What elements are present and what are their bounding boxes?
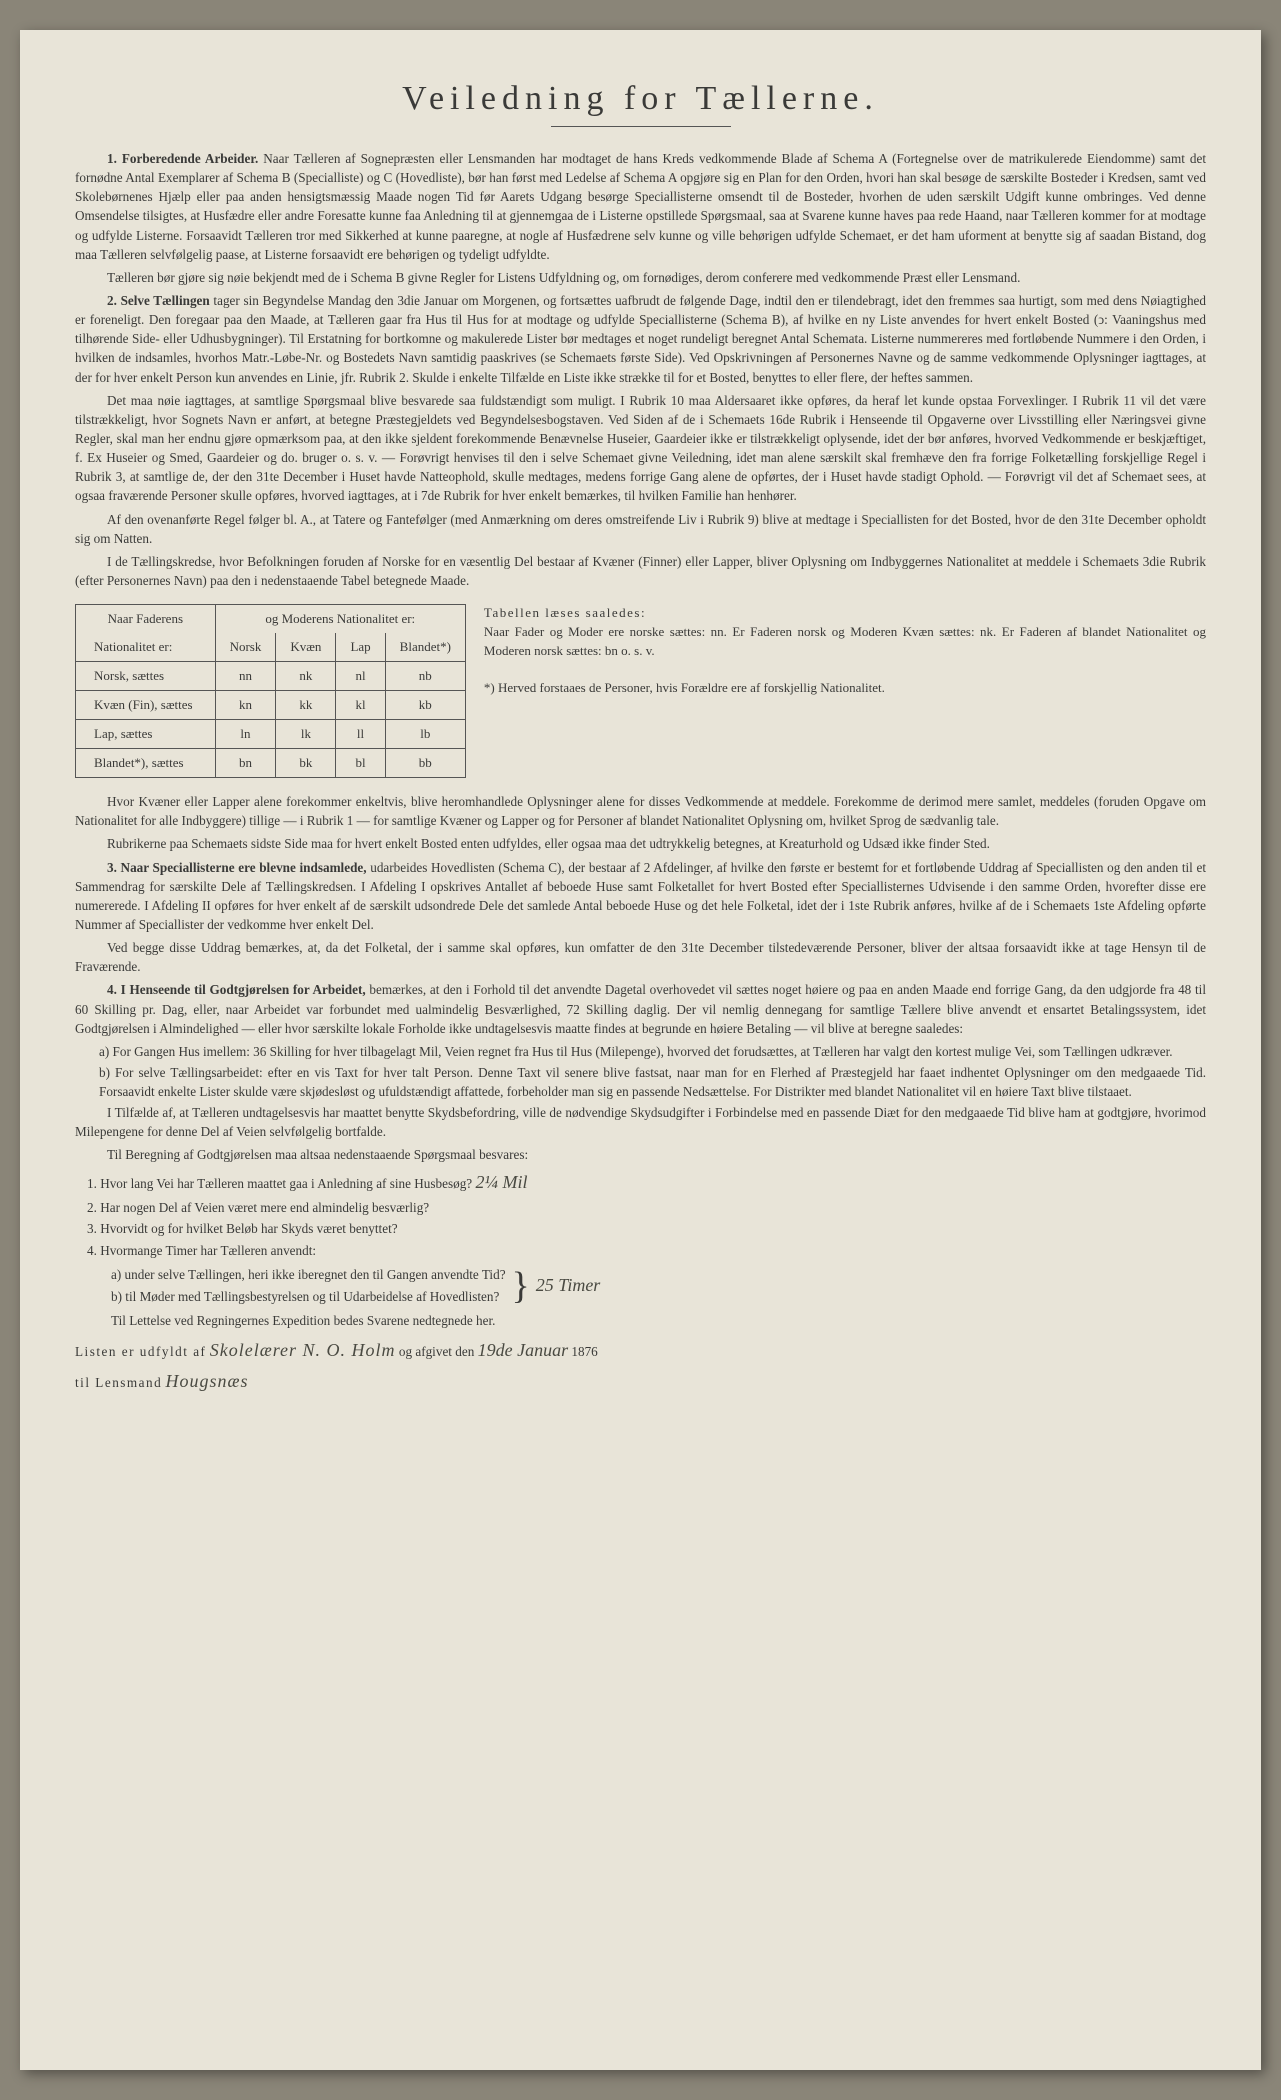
after-table-p2: Rubrikerne paa Schemaets sidste Side maa… [75, 834, 1206, 853]
footer-line-1: Listen er udfyldt af Skolelærer N. O. Ho… [75, 1340, 1206, 1361]
col-3: Blandet*) [385, 633, 465, 662]
section-4-a: a) For Gangen Hus imellem: 36 Skilling f… [99, 1042, 1206, 1061]
section-4-p2: I Tilfælde af, at Tælleren undtagelsesvi… [75, 1103, 1206, 1141]
answer-4: 25 Timer [536, 1275, 601, 1296]
document-page: Veiledning for Tællerne. 1. Forberedende… [20, 30, 1261, 2070]
section-4-p3: Til Beregning af Godtgjørelsen maa altsa… [75, 1145, 1206, 1164]
question-4-sub: a) under selve Tællingen, heri ikke iber… [75, 1263, 1206, 1309]
section-1-body: Naar Tælleren af Sognepræsten eller Lens… [75, 151, 1206, 262]
col-2: Lap [336, 633, 385, 662]
section-3-p1: 3. Naar Speciallisterne ere blevne indsa… [75, 858, 1206, 935]
footer-lensmand: Hougsnæs [166, 1371, 249, 1391]
section-3-p2: Ved begge disse Uddrag bemærkes, at, da … [75, 938, 1206, 976]
nationality-table: Naar Faderens og Moderens Nationalitet e… [75, 604, 466, 778]
section-2-p3: Af den ovenanførte Regel følger bl. A., … [75, 510, 1206, 548]
answer-1: 2¼ Mil [475, 1172, 527, 1192]
brace-icon: } [512, 1271, 530, 1301]
nationality-table-wrap: Naar Faderens og Moderens Nationalitet e… [75, 604, 1206, 778]
table-row: Lap, sættes ln lk ll lb [76, 720, 466, 749]
col-0: Norsk [215, 633, 276, 662]
row-header-label: Nationalitet er: [76, 633, 216, 662]
section-3-lead: 3. Naar Speciallisterne ere blevne indsa… [107, 860, 367, 875]
section-1-lead: 1. Forberedende Arbeider. [107, 151, 258, 166]
side-body: Naar Fader og Moder ere norske sættes: n… [484, 624, 1206, 658]
col-group-2: og Moderens Nationalitet er: [215, 605, 465, 634]
section-1-p2: Tælleren bør gjøre sig nøie bekjendt med… [75, 268, 1206, 287]
col-1: Kvæn [276, 633, 336, 662]
footer-date: 19de Januar [478, 1340, 568, 1360]
page-title: Veiledning for Tællerne. [75, 80, 1206, 118]
table-side-note: Tabellen læses saaledes: Naar Fader og M… [484, 604, 1206, 778]
section-2-p2: Det maa nøie iagttages, at samtlige Spør… [75, 391, 1206, 506]
title-rule [551, 126, 731, 127]
table-row: Norsk, sættes nn nk nl nb [76, 662, 466, 691]
side-footnote: *) Herved forstaaes de Personer, hvis Fo… [484, 680, 885, 695]
footer-name: Skolelærer N. O. Holm [210, 1340, 396, 1360]
question-4b: b) til Møder med Tællingsbestyrelsen og … [111, 1287, 506, 1307]
section-2-p1: 2. Selve Tællingen tager sin Begyndelse … [75, 291, 1206, 387]
section-2-p4: I de Tællingskredse, hvor Befolkningen f… [75, 552, 1206, 590]
section-4-p1: 4. I Henseende til Godtgjørelsen for Arb… [75, 980, 1206, 1037]
question-4a: a) under selve Tællingen, heri ikke iber… [111, 1265, 506, 1285]
section-4-b: b) For selve Tællingsarbeidet: efter en … [99, 1063, 1206, 1101]
question-2: 2. Har nogen Del af Veien været mere end… [87, 1198, 1206, 1218]
footer-line-2: til Lensmand Hougsnæs [75, 1371, 1206, 1392]
table-row: Kvæn (Fin), sættes kn kk kl kb [76, 691, 466, 720]
col-group-1: Naar Faderens [76, 605, 216, 634]
question-4: 4. Hvormange Timer har Tælleren anvendt: [87, 1241, 1206, 1261]
section-4-lead: 4. I Henseende til Godtgjørelsen for Arb… [107, 982, 366, 997]
table-row: Blandet*), sættes bn bk bl bb [76, 749, 466, 778]
question-tail: Til Lettelse ved Regningernes Expedition… [111, 1311, 1206, 1331]
side-title: Tabellen læses saaledes: [484, 605, 646, 620]
section-1-p1: 1. Forberedende Arbeider. Naar Tælleren … [75, 149, 1206, 264]
section-2-body: tager sin Begyndelse Mandag den 3die Jan… [75, 293, 1206, 385]
question-1: 1. Hvor lang Vei har Tælleren maattet ga… [87, 1169, 1206, 1196]
after-table-p1: Hvor Kvæner eller Lapper alene forekomme… [75, 792, 1206, 830]
question-3: 3. Hvorvidt og for hvilket Beløb har Sky… [87, 1219, 1206, 1239]
section-2-lead: 2. Selve Tællingen [107, 293, 210, 308]
